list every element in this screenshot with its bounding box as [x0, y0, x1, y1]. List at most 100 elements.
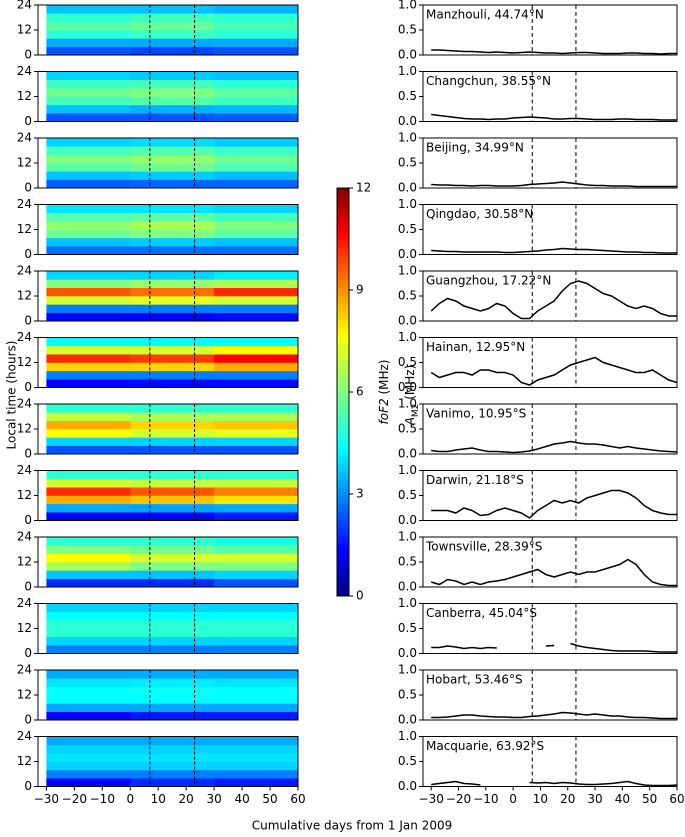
heatmap-cell: [130, 404, 215, 413]
heatmap-cell: [130, 104, 215, 114]
heatmap-cell: [130, 163, 215, 172]
y-tick-label: 12: [17, 89, 32, 103]
y-tick-label: 12: [17, 488, 32, 502]
heatmap-cell: [130, 179, 215, 189]
heatmap-cell: [130, 154, 215, 164]
y-tick-label: 24: [17, 663, 32, 677]
y-tick-label: 0.5: [398, 89, 417, 103]
panel-frame: [37, 470, 299, 521]
heatmap-cell: [130, 445, 215, 455]
heatmap-cell: [214, 179, 299, 189]
heatmap-cell: [130, 345, 215, 355]
heatmap-cell: [214, 71, 299, 81]
y-tick-label: 0.0: [398, 779, 417, 793]
y-tick-label: 0.5: [398, 222, 417, 236]
heatmap-cell: [214, 146, 299, 155]
panel-frame: [37, 71, 299, 122]
y-tick-label: 12: [17, 156, 32, 170]
y-tick-label: 12: [17, 355, 32, 369]
panel-frame: [37, 403, 299, 455]
heatmap-cell: [130, 478, 215, 488]
heatmap-cell: [46, 495, 131, 505]
heatmap-cell: [130, 429, 215, 438]
y-tick-label: 1.0: [398, 729, 417, 743]
heatmap-cell: [130, 38, 215, 47]
heatmap-cell: [214, 212, 299, 222]
heatmap-cell: [214, 312, 299, 322]
heatmap-cell: [46, 761, 131, 771]
heatmap-cell: [214, 636, 299, 646]
heatmap-cell: [130, 171, 215, 180]
heatmap-cell: [130, 620, 215, 629]
panel-frame: [37, 4, 299, 56]
heatmap-cell: [214, 778, 299, 787]
heatmap-cell: [214, 562, 299, 571]
heatmap-cell: [46, 271, 131, 280]
heatmap-cell: [46, 487, 131, 496]
heatmap-cell: [130, 703, 215, 712]
heatmap-cell: [46, 478, 131, 488]
panel-frame: [422, 536, 678, 588]
y-tick-label: 0: [24, 713, 32, 727]
y-tick-label: 0: [24, 580, 32, 594]
heatmap-cell: [46, 470, 131, 480]
panel-frame: [422, 403, 678, 455]
heatmap-cell: [46, 778, 131, 787]
heatmap-cell: [46, 171, 131, 180]
heatmap-cell: [214, 645, 299, 654]
heatmap-cell: [130, 736, 215, 746]
heatmap-cell: [46, 79, 131, 89]
heatmap-cell: [130, 437, 215, 446]
y-tick-label: 0.0: [398, 247, 417, 261]
heatmap-cell: [46, 304, 131, 313]
y-tick-label: 12: [17, 754, 32, 768]
heatmap-cell: [130, 138, 215, 147]
heatmap-cell: [46, 678, 131, 687]
panel-frame: [37, 270, 299, 322]
heatmap-cell: [130, 46, 215, 56]
heatmap-cell: [130, 686, 215, 696]
heatmap-cell: [214, 470, 299, 480]
y-tick-label: 0.5: [398, 488, 417, 502]
y-tick-label: 0.0: [398, 380, 417, 394]
heatmap-cell: [46, 545, 131, 554]
y-tick-label: 1.0: [398, 397, 417, 411]
heatmap-cell: [214, 611, 299, 621]
heatmap-cell: [130, 271, 215, 280]
heatmap-cell: [214, 429, 299, 438]
y-tick-label: 1.0: [398, 64, 417, 78]
heatmap-cell: [130, 88, 215, 97]
heatmap-cell: [46, 30, 131, 39]
heatmap-cell: [214, 287, 299, 297]
y-tick-label: 1.0: [398, 596, 417, 610]
heatmap-cell: [46, 221, 131, 230]
heatmap-cell: [130, 512, 215, 521]
colorbar-label-part: (MHz): [377, 360, 391, 399]
heatmap-cell: [130, 212, 215, 222]
station-label: Hobart, 53.46°S: [426, 673, 523, 687]
panel-frame: [37, 137, 299, 189]
heatmap-cell: [130, 229, 215, 239]
heatmap-cell: [46, 769, 131, 779]
station-label: Canberra, 45.04°S: [426, 606, 537, 620]
station-label: Vanimo, 10.95°S: [426, 407, 526, 421]
heatmap-cell: [214, 345, 299, 355]
heatmap-cell: [46, 537, 131, 546]
heatmap-cell: [130, 412, 215, 421]
heatmap-cell: [214, 628, 299, 638]
heatmap-cell: [214, 703, 299, 712]
heatmap-cell: [46, 553, 131, 563]
x-tick-label: 40: [615, 792, 630, 806]
heatmap-cell: [130, 420, 215, 430]
heatmap-cell: [214, 553, 299, 563]
x-tick-label: 50: [262, 792, 277, 806]
y-tick-label: 0.5: [398, 688, 417, 702]
heatmap-cell: [130, 761, 215, 771]
heatmap-cell: [46, 46, 131, 56]
y-tick-label: 0.0: [398, 447, 417, 461]
heatmap-cell: [46, 88, 131, 97]
y-tick-label: 24: [17, 64, 32, 78]
heatmap-cell: [46, 736, 131, 746]
series-line: [431, 642, 677, 653]
heatmap-cell: [130, 312, 215, 322]
